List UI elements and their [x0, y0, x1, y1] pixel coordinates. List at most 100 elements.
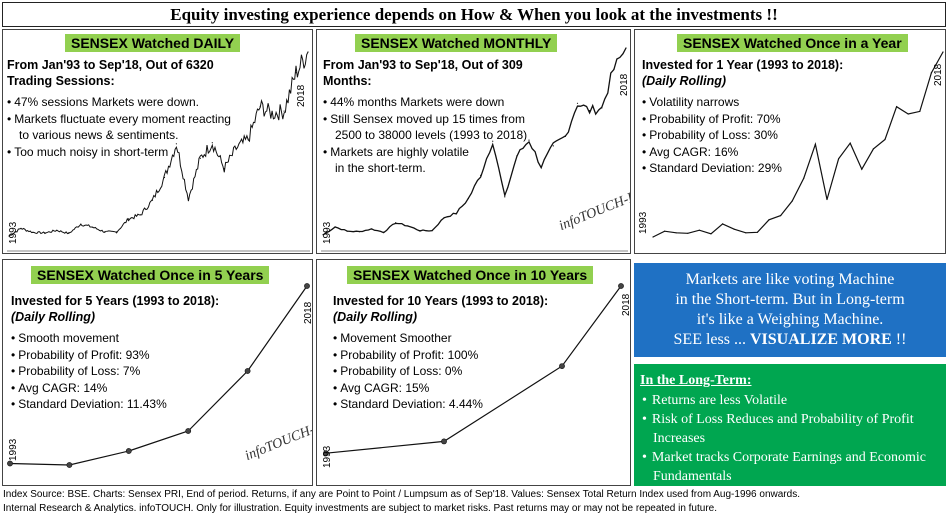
- daily-data-point: [235, 147, 237, 149]
- quote-line-1: Markets are like voting Machine: [685, 271, 895, 288]
- daily-data-point: [128, 218, 130, 220]
- list-item: Probability of Loss: 30%: [642, 127, 782, 144]
- yearly-data-point: [884, 138, 886, 141]
- daily-data-point: [56, 229, 58, 231]
- yearly-data-point: [698, 229, 700, 231]
- list-item: 2500 to 38000 levels (1993 to 2018): [335, 128, 528, 142]
- daily-data-point: [151, 199, 154, 201]
- yearly-data-point: [745, 232, 747, 234]
- yearly-data-point: [919, 110, 921, 112]
- daily-data-point: [307, 51, 309, 53]
- daily-data-point: [163, 176, 166, 179]
- yearly-data-point: [803, 177, 805, 179]
- monthly-panel: SENSEX Watched MONTHLY From Jan'93 to Se…: [316, 29, 631, 254]
- yearly-data-point: [675, 232, 677, 234]
- five-data-point: [244, 368, 251, 374]
- quote-exclaim: !!: [891, 331, 907, 348]
- list-item: Probability of Profit: 70%: [642, 111, 782, 128]
- page-title: Equity investing experience depends on H…: [2, 2, 946, 27]
- five-year-series-line: [9, 285, 308, 466]
- daily-data-point: [140, 214, 142, 216]
- ten-year-points-list: Movement Smoother Probability of Profit:…: [333, 330, 483, 413]
- list-item: Still Sensex moved up 15 times from: [323, 111, 527, 128]
- yearly-data-point: [861, 168, 863, 170]
- list-item: Probability of Loss: 0%: [333, 363, 483, 380]
- monthly-data-point: [564, 135, 566, 137]
- monthly-data-point: [589, 110, 591, 112]
- monthly-subtitle-2: Months:: [323, 74, 372, 88]
- five-year-end-year: 2018: [303, 301, 313, 324]
- monthly-data-point: [443, 216, 445, 219]
- monthly-subtitle: From Jan'93 to Sep'18, Out of 309 Months…: [323, 57, 523, 89]
- monthly-data-point: [576, 102, 579, 104]
- ten-year-subtitle: Invested for 10 Years (1993 to 2018): (D…: [333, 293, 548, 325]
- quote-line-4: SEE less ... VISUALIZE MORE !!: [634, 330, 946, 350]
- quote-box: Markets are like voting Machine in the S…: [634, 263, 946, 357]
- monthly-data-point: [346, 230, 348, 232]
- ten-year-chart: [323, 283, 624, 457]
- yearly-data-point: [826, 198, 828, 201]
- five-year-title: SENSEX Watched Once in 5 Years: [31, 266, 270, 284]
- five-data-point: [66, 462, 73, 468]
- yearly-series-line: [652, 51, 944, 238]
- list-item: Avg CAGR: 16%: [642, 144, 782, 161]
- list-item: Standard Deviation: 11.43%: [11, 396, 167, 413]
- yearly-subtitle-2: (Daily Rolling): [642, 74, 727, 88]
- ten-year-end-year: 2018: [621, 293, 631, 316]
- monthly-data-point: [334, 226, 336, 228]
- daily-subtitle-1: From Jan'93 to Sep'18, Out of 6320: [7, 58, 214, 72]
- list-item: Movement Smoother: [333, 330, 483, 347]
- footer-line-1: Index Source: BSE. Charts: Sensex PRI, E…: [3, 489, 800, 500]
- five-year-panel: SENSEX Watched Once in 5 Years Invested …: [2, 259, 313, 486]
- list-item: in the short-term.: [335, 161, 426, 175]
- yearly-end-year: 2018: [933, 63, 944, 86]
- daily-data-point: [259, 105, 261, 107]
- monthly-data-point: [431, 230, 433, 232]
- five-data-point: [185, 428, 192, 434]
- yearly-data-point: [872, 148, 874, 150]
- list-item: 47% sessions Markets were down.: [7, 94, 231, 111]
- yearly-data-point: [652, 236, 654, 238]
- yearly-data-point: [756, 231, 758, 233]
- five-data-point: [125, 448, 132, 454]
- monthly-points-list: 44% months Markets were down Still Sense…: [323, 94, 527, 177]
- daily-data-point: [295, 72, 297, 74]
- quote-line-2: in the Short-term. But in Long-term: [675, 291, 905, 308]
- daily-end-year: 2018: [296, 84, 307, 107]
- list-item: Volatility narrows: [642, 94, 782, 111]
- ten-data-point: [559, 363, 565, 369]
- yearly-data-point: [710, 233, 712, 235]
- list-item: 44% months Markets were down: [323, 94, 527, 111]
- monthly-data-point: [492, 140, 494, 142]
- ten-year-series-line: [325, 285, 622, 454]
- yearly-data-point: [733, 228, 735, 230]
- daily-data-point: [92, 226, 94, 228]
- ten-year-subtitle-2: (Daily Rolling): [333, 310, 418, 324]
- ten-data-point: [441, 438, 447, 445]
- daily-title: SENSEX Watched DAILY: [65, 34, 241, 52]
- five-year-subtitle-2: (Daily Rolling): [11, 310, 96, 324]
- yearly-data-point: [942, 51, 944, 53]
- monthly-data-point: [613, 68, 615, 70]
- monthly-data-point: [625, 47, 627, 49]
- long-term-box: In the Long-Term: Returns are less Volat…: [634, 364, 946, 486]
- yearly-data-point: [849, 142, 851, 144]
- daily-start-year: 1993: [8, 221, 19, 244]
- daily-data-point: [247, 138, 249, 140]
- yearly-data-point: [838, 158, 840, 160]
- monthly-data-point: [358, 231, 360, 233]
- yearly-data-point: [722, 223, 724, 225]
- five-year-subtitle: Invested for 5 Years (1993 to 2018): (Da…: [11, 293, 219, 325]
- ten-year-start-year: 1993: [322, 445, 333, 468]
- daily-data-point: [80, 223, 82, 225]
- list-item: Avg CAGR: 14%: [11, 380, 167, 397]
- daily-data-point: [187, 198, 189, 200]
- yearly-chart: [652, 51, 944, 238]
- list-item: Probability of Profit: 93%: [11, 347, 167, 364]
- daily-data-point: [223, 168, 225, 170]
- yearly-data-point: [907, 113, 909, 115]
- yearly-data-point: [687, 232, 689, 234]
- daily-subtitle-2: Trading Sessions:: [7, 74, 115, 88]
- daily-points-list: 47% sessions Markets were down. Markets …: [7, 94, 231, 160]
- monthly-data-point: [467, 197, 469, 200]
